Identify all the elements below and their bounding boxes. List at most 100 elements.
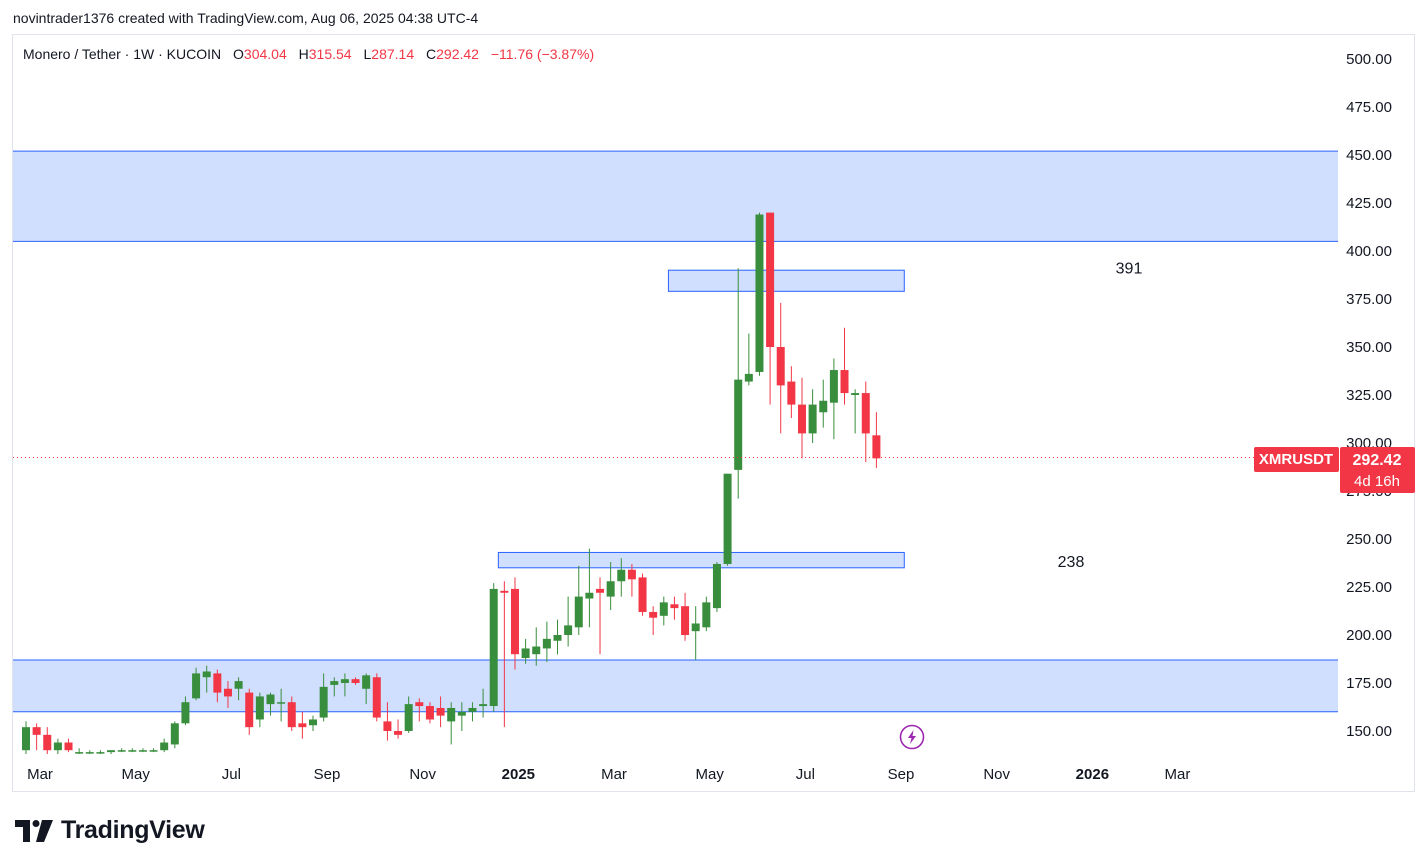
candle-3: [53, 738, 62, 755]
candle-body: [149, 750, 158, 752]
change-value: −11.76 (−3.87%): [491, 46, 594, 62]
candle-66: [723, 473, 732, 566]
time-tick-label: Mar: [1164, 766, 1190, 783]
candle-body: [107, 750, 116, 753]
price-tag: XMRUSDT 292.42 4d 16h: [1254, 447, 1415, 493]
candle-44: [489, 583, 498, 712]
candle-body: [330, 681, 339, 685]
candle-22: [255, 692, 264, 728]
candle-51: [564, 596, 573, 647]
lightning-icon[interactable]: [899, 724, 925, 750]
candle-52: [574, 565, 583, 635]
candle-60: [659, 596, 668, 626]
candle-67: [734, 268, 743, 499]
zone-1: [668, 270, 905, 292]
candle-body: [797, 404, 806, 434]
time-tick-label: 2026: [1076, 766, 1109, 783]
candle-body: [43, 734, 52, 751]
price-tick-label: 175.00: [1346, 675, 1392, 692]
time-tick-label: Jul: [796, 766, 815, 783]
time-tick-label: May: [696, 766, 725, 783]
candle-body: [96, 752, 105, 754]
candle-body: [681, 606, 690, 635]
symbol-line: Monero / Tether · 1W · KUCOIN: [23, 46, 221, 62]
candle-79: [861, 381, 870, 463]
ticker-tag-bg: [1254, 447, 1339, 472]
candle-10: [128, 748, 137, 753]
candle-body: [702, 602, 711, 628]
candle-59: [649, 606, 658, 635]
time-tick-label: Sep: [888, 766, 915, 783]
candle-body: [553, 635, 562, 641]
candle-body: [627, 569, 636, 580]
high-label: H: [299, 46, 309, 62]
candle-71: [776, 302, 785, 434]
candle-39: [436, 696, 445, 728]
candle-body: [712, 563, 721, 609]
candle-body: [255, 696, 264, 720]
candle-69: [755, 212, 764, 376]
tradingview-logo-icon: [15, 819, 53, 842]
candle-body: [500, 590, 509, 593]
open-label: O: [233, 46, 244, 62]
candle-8: [107, 750, 116, 755]
candle-73: [797, 377, 806, 459]
candle-body: [638, 577, 647, 612]
price-tag-countdown: 4d 16h: [1354, 473, 1400, 490]
candle-body: [277, 702, 286, 704]
candle-17: [202, 665, 211, 693]
time-tick-label: Jul: [222, 766, 241, 783]
zone-2-border: [497, 551, 905, 569]
candle-70: [766, 212, 775, 405]
time-axis: Mar May Jul Sep Nov 2025 Mar May Jul Sep Nov 2026 Ma…: [27, 766, 1190, 783]
price-tick-label: 400.00: [1346, 243, 1392, 260]
candle-54: [596, 577, 605, 655]
zone-2: [498, 552, 905, 568]
candle-38: [425, 702, 434, 724]
candle-65: [712, 562, 721, 612]
created-by-header: novintrader1376 created with TradingView…: [13, 10, 479, 26]
candle-48: [532, 627, 541, 666]
candle-body: [245, 692, 254, 728]
candle-40: [447, 702, 456, 745]
candle-body: [138, 750, 147, 752]
candle-42: [468, 702, 477, 722]
price-tick-label: 425.00: [1346, 195, 1392, 212]
candle-body: [309, 719, 318, 726]
candle-25: [287, 696, 296, 731]
candle-body: [819, 400, 828, 413]
candle-63: [691, 606, 700, 660]
candle-body: [585, 592, 594, 599]
zone-0: [13, 151, 1338, 242]
svg-text:Monero / Tether · 1W · KUCOIN: Monero / Tether · 1W · KUCOIN O304.04 H3…: [23, 46, 594, 62]
candle-body: [383, 721, 392, 731]
candle-body: [532, 646, 541, 655]
candle-43: [479, 688, 488, 718]
time-tick-label: 2025: [502, 766, 535, 783]
candle-47: [521, 638, 530, 664]
candle-50: [553, 619, 562, 655]
chart-legend: Monero / Tether · 1W · KUCOIN O304.04 H3…: [23, 46, 594, 62]
candle-2: [43, 727, 52, 755]
candle-body: [128, 750, 137, 752]
price-tag-value: 292.42: [1353, 452, 1402, 469]
candle-body: [766, 212, 775, 347]
close-label: C: [426, 46, 436, 62]
candle-body: [340, 679, 349, 683]
candle-75: [819, 379, 828, 428]
time-tick-label: Mar: [601, 766, 627, 783]
candle-body: [425, 706, 434, 720]
candle-body: [659, 602, 668, 616]
high-value: 315.54: [309, 46, 352, 62]
candle-15: [181, 696, 190, 726]
candle-body: [22, 727, 30, 751]
candle-0: [22, 721, 30, 755]
candle-body: [192, 673, 201, 699]
candle-16: [192, 667, 201, 701]
candle-57: [627, 563, 636, 597]
tradingview-logo[interactable]: TradingView: [15, 816, 205, 845]
time-tick-label: Mar: [27, 766, 53, 783]
candle-body: [53, 742, 62, 751]
